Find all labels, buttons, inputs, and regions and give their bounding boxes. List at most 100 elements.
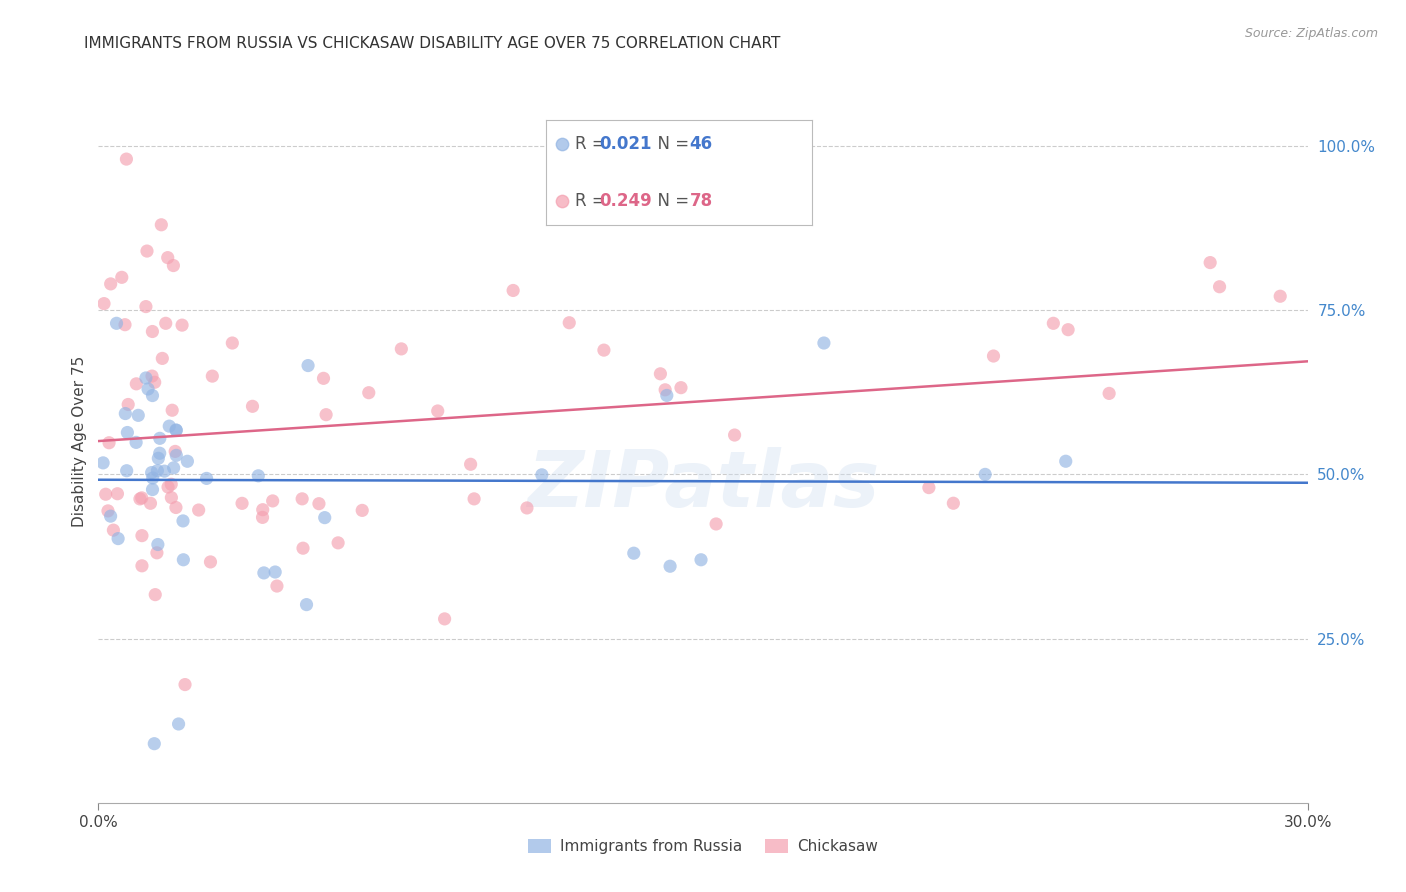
Point	[176, 454, 198, 468]
Point	[426, 404, 449, 418]
Point	[115, 464, 138, 478]
Point	[114, 407, 136, 421]
Point	[172, 553, 194, 567]
Point	[1054, 454, 1077, 468]
Point	[247, 468, 270, 483]
Point	[1208, 279, 1230, 293]
Point	[107, 532, 129, 546]
Point	[94, 487, 117, 501]
Legend: Immigrants from Russia, Chickasaw: Immigrants from Russia, Chickasaw	[522, 833, 884, 860]
Point	[264, 565, 287, 579]
Point	[291, 491, 314, 506]
Point	[100, 277, 122, 291]
Point	[111, 270, 134, 285]
Point	[165, 444, 187, 458]
Point	[97, 504, 120, 518]
Point	[593, 343, 616, 358]
Point	[314, 510, 336, 524]
Point	[655, 388, 678, 402]
Point	[155, 316, 177, 330]
Point	[312, 371, 335, 385]
Point	[148, 451, 170, 466]
Point	[231, 496, 253, 510]
Point	[723, 428, 745, 442]
Point	[502, 284, 524, 298]
Point	[389, 342, 412, 356]
Point	[131, 528, 153, 542]
Point	[352, 503, 374, 517]
Point	[160, 403, 183, 417]
Point	[221, 336, 243, 351]
Point	[141, 369, 163, 384]
Point	[125, 376, 148, 391]
Text: Source: ZipAtlas.com: Source: ZipAtlas.com	[1244, 27, 1378, 40]
Point	[160, 491, 183, 505]
Point	[107, 487, 129, 501]
Point	[297, 359, 319, 373]
Point	[1057, 323, 1080, 337]
Point	[150, 351, 173, 366]
Point	[252, 510, 274, 524]
Point	[942, 496, 965, 510]
Point	[146, 464, 169, 478]
Point	[135, 371, 157, 385]
Point	[357, 385, 380, 400]
Point	[127, 409, 149, 423]
Point	[292, 541, 315, 556]
Point	[129, 491, 152, 506]
Point	[659, 559, 682, 574]
Point	[135, 300, 157, 314]
Point	[115, 152, 138, 166]
Point	[262, 494, 284, 508]
Point	[136, 244, 159, 258]
Point	[669, 381, 692, 395]
Point	[187, 503, 209, 517]
Point	[170, 318, 193, 332]
Point	[623, 546, 645, 560]
Point	[136, 382, 159, 396]
Point	[141, 388, 163, 402]
Point	[146, 546, 169, 560]
Point	[433, 612, 456, 626]
Point	[167, 717, 190, 731]
Point	[150, 218, 173, 232]
Point	[141, 325, 163, 339]
Point	[295, 598, 318, 612]
Point	[105, 316, 128, 330]
Point	[1098, 386, 1121, 401]
Point	[253, 566, 276, 580]
Point	[141, 483, 163, 497]
Point	[131, 491, 153, 505]
Point	[530, 467, 553, 482]
Y-axis label: Disability Age Over 75: Disability Age Over 75	[72, 356, 87, 527]
Point	[918, 481, 941, 495]
Point	[165, 500, 187, 515]
Point	[157, 480, 180, 494]
Point	[326, 536, 349, 550]
Point	[201, 369, 224, 384]
Point	[143, 376, 166, 390]
Text: IMMIGRANTS FROM RUSSIA VS CHICKASAW DISABILITY AGE OVER 75 CORRELATION CHART: IMMIGRANTS FROM RUSSIA VS CHICKASAW DISA…	[84, 36, 780, 51]
Point	[1270, 289, 1292, 303]
Point	[813, 336, 835, 351]
Point	[162, 259, 184, 273]
Point	[1199, 255, 1222, 269]
Point	[172, 514, 194, 528]
Point	[165, 448, 187, 462]
Point	[98, 435, 121, 450]
Point	[974, 467, 997, 482]
Point	[252, 502, 274, 516]
Point	[125, 435, 148, 450]
Point	[690, 553, 713, 567]
Point	[93, 296, 115, 310]
Point	[463, 491, 485, 506]
Point	[117, 425, 139, 440]
Point	[200, 555, 222, 569]
Point	[460, 457, 482, 471]
Point	[139, 496, 162, 510]
Point	[103, 523, 125, 537]
Point	[146, 537, 169, 551]
Point	[242, 400, 264, 414]
Point	[165, 423, 187, 437]
Point	[704, 516, 727, 531]
